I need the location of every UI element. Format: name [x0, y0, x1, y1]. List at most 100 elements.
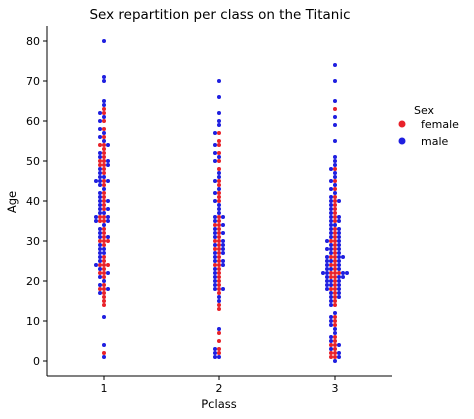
- female-point: [98, 163, 102, 167]
- legend: Sex female male: [398, 104, 459, 148]
- female-point: [102, 255, 106, 259]
- male-point: [341, 255, 345, 259]
- female-point: [217, 275, 221, 279]
- male-point: [337, 283, 341, 287]
- female-point: [333, 299, 337, 303]
- male-point: [106, 207, 110, 211]
- male-point: [329, 315, 333, 319]
- male-point: [102, 75, 106, 79]
- female-point: [217, 231, 221, 235]
- male-point: [329, 291, 333, 295]
- male-point: [337, 255, 341, 259]
- male-point: [329, 167, 333, 171]
- male-point: [333, 183, 337, 187]
- male-point: [213, 259, 217, 263]
- male-point: [102, 131, 106, 135]
- female-point: [213, 247, 217, 251]
- female-point: [102, 195, 106, 199]
- male-point: [213, 255, 217, 259]
- male-point: [333, 331, 337, 335]
- y-tick-label: 40: [26, 195, 40, 208]
- male-point: [337, 219, 341, 223]
- male-point: [329, 179, 333, 183]
- female-point: [333, 275, 337, 279]
- male-point: [325, 279, 329, 283]
- x-axis-title: Pclass: [201, 397, 236, 411]
- female-point: [217, 303, 221, 307]
- male-point: [325, 287, 329, 291]
- male-point: [329, 323, 333, 327]
- male-point: [329, 243, 333, 247]
- female-point: [217, 151, 221, 155]
- male-point: [329, 207, 333, 211]
- y-axis-title: Age: [5, 191, 19, 213]
- male-point: [217, 79, 221, 83]
- male-point: [102, 315, 106, 319]
- female-point: [102, 135, 106, 139]
- female-point: [333, 255, 337, 259]
- female-point: [329, 275, 333, 279]
- male-point: [98, 231, 102, 235]
- female-point: [102, 299, 106, 303]
- male-point: [337, 259, 341, 263]
- female-point: [217, 267, 221, 271]
- female-point: [333, 231, 337, 235]
- female-point: [98, 219, 102, 223]
- female-point: [217, 131, 221, 135]
- male-point: [98, 199, 102, 203]
- male-point: [333, 63, 337, 67]
- male-point: [333, 159, 337, 163]
- male-point: [333, 191, 337, 195]
- male-point: [329, 303, 333, 307]
- male-point: [337, 231, 341, 235]
- female-point: [217, 167, 221, 171]
- female-point: [333, 291, 337, 295]
- male-point: [333, 175, 337, 179]
- male-point: [98, 207, 102, 211]
- male-point: [333, 223, 337, 227]
- male-point: [337, 215, 341, 219]
- male-point: [221, 263, 225, 267]
- male-legend-marker: [398, 137, 406, 145]
- male-point: [333, 99, 337, 103]
- male-point: [94, 263, 98, 267]
- female-point: [102, 287, 106, 291]
- male-point: [329, 283, 333, 287]
- female-point: [217, 291, 221, 295]
- male-point: [102, 211, 106, 215]
- female-point: [102, 155, 106, 159]
- female-point: [213, 263, 217, 267]
- female-point: [106, 239, 110, 243]
- female-point: [329, 271, 333, 275]
- female-point: [217, 283, 221, 287]
- female-point: [333, 219, 337, 223]
- male-point: [329, 235, 333, 239]
- female-point: [102, 303, 106, 307]
- male-point: [217, 207, 221, 211]
- y-tick-label: 50: [26, 155, 40, 168]
- male-point: [325, 239, 329, 243]
- male-point: [217, 187, 221, 191]
- male-point: [337, 235, 341, 239]
- female-point: [333, 227, 337, 231]
- male-point: [329, 203, 333, 207]
- male-point: [213, 219, 217, 223]
- female-point: [102, 283, 106, 287]
- male-point: [221, 247, 225, 251]
- female-point: [217, 235, 221, 239]
- male-point: [337, 199, 341, 203]
- male-point: [94, 179, 98, 183]
- male-point: [329, 347, 333, 351]
- male-point: [337, 287, 341, 291]
- female-point: [333, 303, 337, 307]
- female-point: [98, 239, 102, 243]
- male-point: [106, 163, 110, 167]
- female-point: [102, 127, 106, 131]
- male-point: [337, 263, 341, 267]
- y-tick-label: 80: [26, 35, 40, 48]
- male-point: [337, 279, 341, 283]
- male-point: [102, 251, 106, 255]
- male-point: [217, 203, 221, 207]
- female-point: [102, 207, 106, 211]
